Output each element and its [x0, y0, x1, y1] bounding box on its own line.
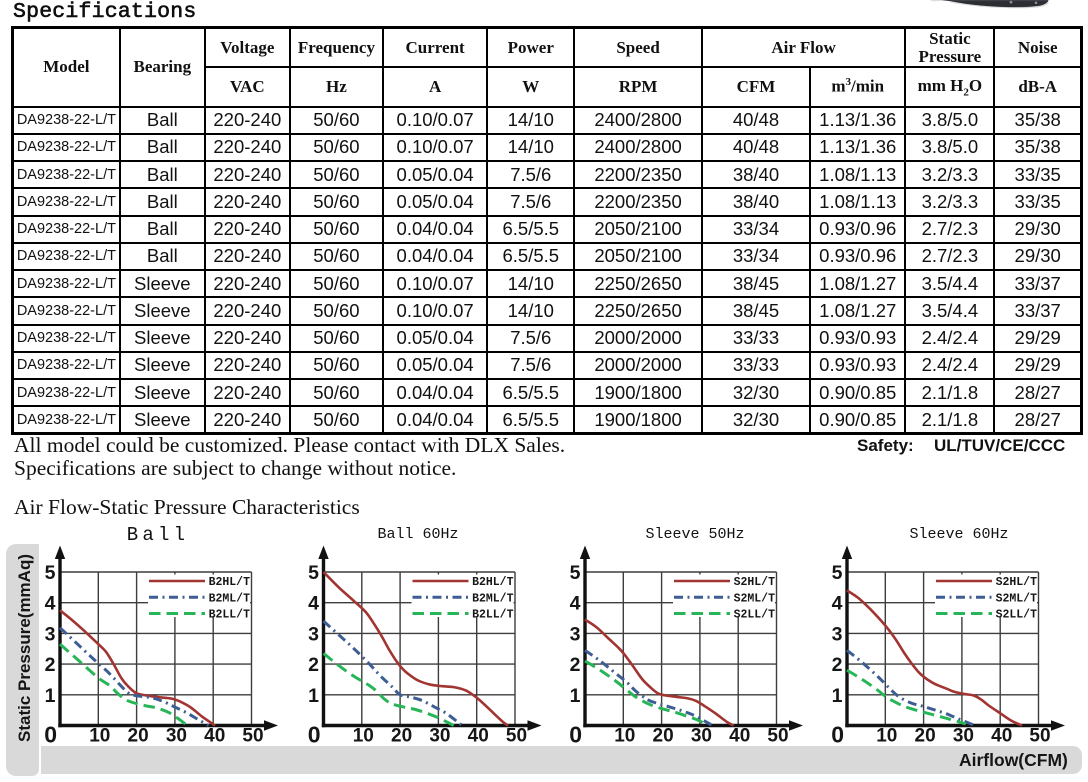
svg-text:0: 0	[308, 722, 321, 748]
svg-text:4: 4	[308, 593, 319, 615]
svg-text:3: 3	[45, 623, 56, 645]
svg-text:1: 1	[45, 685, 56, 707]
svg-text:3: 3	[570, 623, 581, 645]
svg-text:2: 2	[832, 654, 843, 676]
svg-text:20: 20	[653, 726, 674, 747]
svg-text:0: 0	[569, 722, 582, 748]
svg-text:10: 10	[89, 726, 110, 747]
svg-text:5: 5	[570, 562, 581, 584]
svg-text:1: 1	[570, 685, 581, 707]
svg-text:S2ML/T: S2ML/T	[996, 593, 1038, 606]
svg-text:B2LL/T: B2LL/T	[209, 609, 251, 622]
svg-text:40: 40	[729, 726, 750, 747]
svg-text:20: 20	[915, 726, 936, 747]
svg-text:50: 50	[242, 726, 263, 747]
svg-text:50: 50	[767, 726, 788, 747]
svg-text:B2HL/T: B2HL/T	[209, 576, 251, 589]
svg-text:4: 4	[570, 593, 581, 615]
svg-text:2: 2	[570, 654, 581, 676]
svg-text:5: 5	[45, 562, 56, 584]
svg-text:4: 4	[832, 593, 843, 615]
svg-text:0: 0	[44, 722, 57, 748]
svg-text:S2ML/T: S2ML/T	[734, 593, 776, 606]
svg-text:40: 40	[991, 726, 1012, 747]
svg-text:5: 5	[832, 562, 843, 584]
svg-text:40: 40	[204, 726, 225, 747]
svg-text:1: 1	[308, 685, 319, 707]
svg-text:30: 30	[429, 726, 450, 747]
svg-text:B2ML/T: B2ML/T	[209, 593, 251, 606]
svg-text:B2ML/T: B2ML/T	[472, 593, 514, 606]
svg-text:S2HL/T: S2HL/T	[996, 576, 1038, 589]
svg-text:B2LL/T: B2LL/T	[472, 609, 514, 622]
svg-text:3: 3	[832, 623, 843, 645]
svg-text:30: 30	[691, 726, 712, 747]
svg-text:S2LL/T: S2LL/T	[996, 609, 1038, 622]
svg-text:2: 2	[308, 654, 319, 676]
svg-text:3: 3	[308, 623, 319, 645]
svg-text:1: 1	[832, 685, 843, 707]
svg-text:B2HL/T: B2HL/T	[472, 576, 514, 589]
svg-text:50: 50	[1029, 726, 1050, 747]
svg-text:40: 40	[468, 726, 489, 747]
svg-text:20: 20	[391, 726, 412, 747]
svg-text:30: 30	[166, 726, 187, 747]
svg-text:2: 2	[45, 654, 56, 676]
svg-text:10: 10	[614, 726, 635, 747]
svg-text:S2HL/T: S2HL/T	[734, 576, 776, 589]
svg-text:20: 20	[128, 726, 149, 747]
svg-text:10: 10	[353, 726, 374, 747]
svg-text:0: 0	[831, 722, 844, 748]
svg-text:5: 5	[308, 562, 319, 584]
svg-text:30: 30	[953, 726, 974, 747]
svg-text:10: 10	[876, 726, 897, 747]
svg-text:S2LL/T: S2LL/T	[734, 609, 776, 622]
svg-text:50: 50	[506, 726, 527, 747]
svg-text:4: 4	[45, 593, 56, 615]
